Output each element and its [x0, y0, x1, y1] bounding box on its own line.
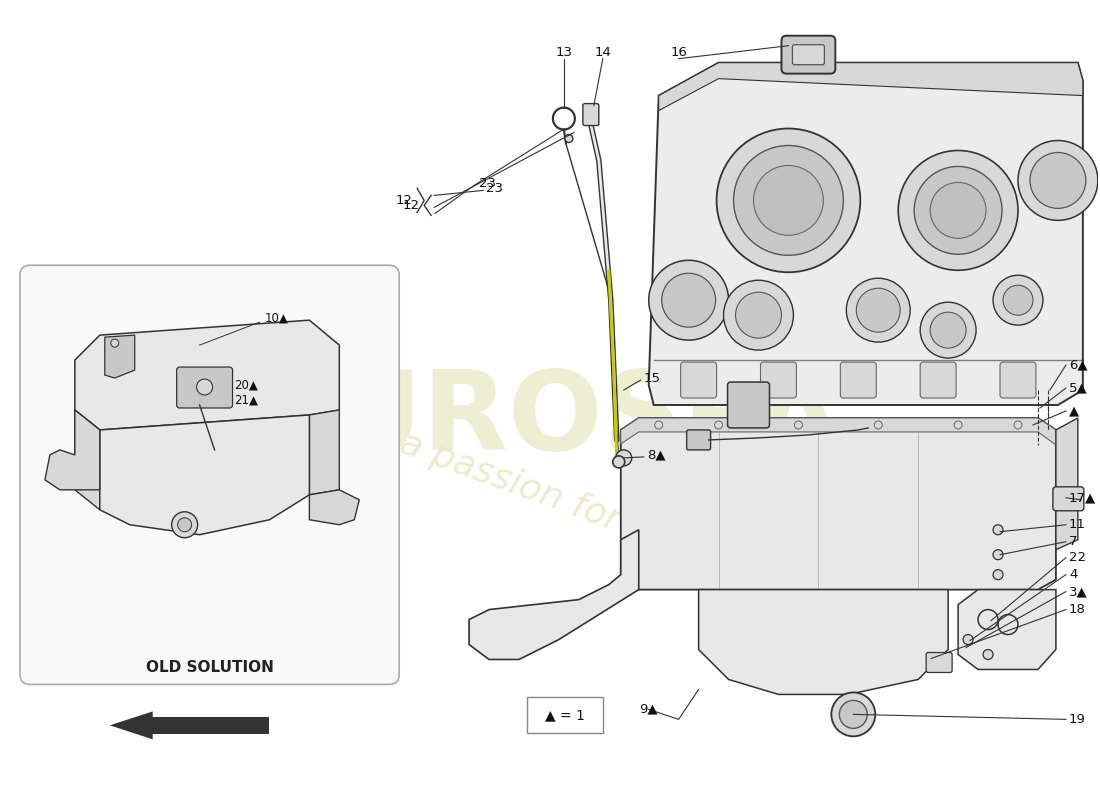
- Circle shape: [736, 292, 781, 338]
- FancyBboxPatch shape: [527, 698, 603, 734]
- Polygon shape: [309, 410, 339, 495]
- Polygon shape: [659, 62, 1082, 110]
- Text: 21▲: 21▲: [234, 394, 258, 406]
- Polygon shape: [45, 410, 100, 490]
- FancyBboxPatch shape: [781, 36, 835, 74]
- Text: 11: 11: [1069, 518, 1086, 531]
- Polygon shape: [649, 62, 1082, 405]
- Circle shape: [874, 421, 882, 429]
- Text: 20▲: 20▲: [234, 378, 258, 391]
- Text: 18: 18: [1069, 603, 1086, 616]
- Circle shape: [1018, 141, 1098, 220]
- Circle shape: [993, 550, 1003, 560]
- Circle shape: [983, 650, 993, 659]
- Text: 8▲: 8▲: [647, 448, 666, 462]
- Circle shape: [832, 693, 876, 736]
- Polygon shape: [104, 335, 134, 378]
- Text: 10▲: 10▲: [264, 312, 288, 325]
- Polygon shape: [309, 490, 360, 525]
- Text: EUROSPA: EUROSPA: [257, 366, 840, 474]
- Text: 6▲: 6▲: [1069, 358, 1088, 371]
- Text: 23: 23: [480, 177, 496, 190]
- Circle shape: [993, 275, 1043, 325]
- FancyBboxPatch shape: [727, 382, 770, 428]
- Text: 12: 12: [395, 194, 412, 207]
- Polygon shape: [150, 718, 270, 734]
- Circle shape: [931, 182, 986, 238]
- FancyBboxPatch shape: [1053, 487, 1084, 510]
- Circle shape: [993, 525, 1003, 534]
- Circle shape: [794, 421, 802, 429]
- FancyBboxPatch shape: [681, 362, 716, 398]
- Circle shape: [649, 260, 728, 340]
- Circle shape: [846, 278, 910, 342]
- Polygon shape: [620, 418, 1056, 445]
- FancyBboxPatch shape: [760, 362, 796, 398]
- Polygon shape: [75, 410, 100, 510]
- Circle shape: [1003, 286, 1033, 315]
- Circle shape: [856, 288, 900, 332]
- Circle shape: [839, 701, 867, 728]
- Text: 3▲: 3▲: [1069, 585, 1088, 598]
- Text: 15: 15: [644, 371, 661, 385]
- Text: a passion for parts: a passion for parts: [395, 426, 723, 574]
- Circle shape: [662, 274, 716, 327]
- Text: ▲: ▲: [1069, 405, 1079, 418]
- FancyBboxPatch shape: [921, 362, 956, 398]
- Text: 22: 22: [1069, 551, 1086, 564]
- Circle shape: [724, 280, 793, 350]
- Polygon shape: [100, 415, 309, 534]
- Circle shape: [197, 379, 212, 395]
- Circle shape: [715, 421, 723, 429]
- Text: 9▲: 9▲: [639, 703, 658, 716]
- Circle shape: [921, 302, 976, 358]
- Text: ▲ = 1: ▲ = 1: [544, 708, 585, 722]
- Text: 14: 14: [594, 46, 612, 59]
- Polygon shape: [469, 530, 639, 659]
- Text: 16: 16: [670, 46, 688, 59]
- Polygon shape: [698, 590, 948, 694]
- Circle shape: [1030, 153, 1086, 208]
- Circle shape: [914, 166, 1002, 254]
- Polygon shape: [958, 590, 1056, 670]
- Circle shape: [616, 450, 631, 466]
- Circle shape: [177, 518, 191, 532]
- FancyBboxPatch shape: [177, 367, 232, 408]
- Text: 23: 23: [486, 182, 503, 195]
- Circle shape: [931, 312, 966, 348]
- Polygon shape: [1056, 418, 1078, 550]
- Circle shape: [613, 456, 625, 468]
- Circle shape: [172, 512, 198, 538]
- Circle shape: [716, 129, 860, 272]
- Circle shape: [111, 339, 119, 347]
- Circle shape: [1014, 421, 1022, 429]
- Text: 5▲: 5▲: [1069, 382, 1088, 394]
- Circle shape: [654, 421, 662, 429]
- Text: OLD SOLUTION: OLD SOLUTION: [145, 660, 274, 675]
- Circle shape: [565, 134, 573, 142]
- Circle shape: [899, 150, 1018, 270]
- FancyBboxPatch shape: [583, 103, 598, 126]
- Polygon shape: [75, 320, 339, 430]
- FancyBboxPatch shape: [840, 362, 877, 398]
- Circle shape: [754, 166, 824, 235]
- Polygon shape: [620, 418, 1056, 590]
- FancyBboxPatch shape: [1000, 362, 1036, 398]
- Text: 13: 13: [556, 46, 572, 59]
- FancyBboxPatch shape: [792, 45, 824, 65]
- Text: 19: 19: [1069, 713, 1086, 726]
- Text: 17▲: 17▲: [1069, 491, 1096, 504]
- FancyBboxPatch shape: [20, 266, 399, 685]
- Polygon shape: [110, 711, 153, 739]
- FancyBboxPatch shape: [926, 653, 953, 673]
- Text: 4: 4: [1069, 568, 1077, 581]
- Circle shape: [954, 421, 962, 429]
- Circle shape: [734, 146, 844, 255]
- FancyBboxPatch shape: [686, 430, 711, 450]
- Circle shape: [993, 570, 1003, 580]
- Text: 12: 12: [403, 199, 419, 212]
- Text: 7: 7: [1069, 535, 1077, 548]
- Circle shape: [964, 634, 974, 645]
